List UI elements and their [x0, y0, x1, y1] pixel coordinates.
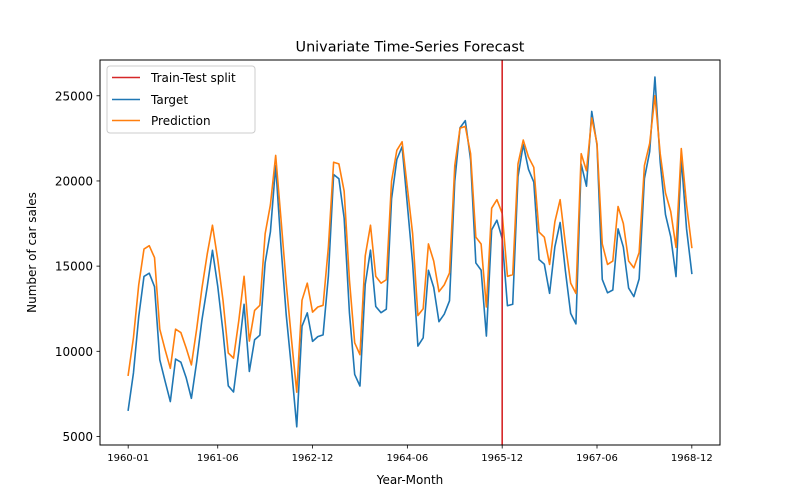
series-line-prediction: [127, 94, 693, 393]
legend-item-split: Train-Test split: [112, 71, 236, 85]
x-tick-label: 1964-06: [386, 453, 428, 464]
x-axis-label: Year-Month: [376, 473, 444, 487]
x-tick-label: 1960-01: [107, 453, 149, 464]
y-tick-label: 15000: [55, 260, 93, 274]
x-tick-label: 1965-12: [481, 453, 523, 464]
y-axis-label: Number of car sales: [25, 192, 39, 313]
legend-label-split: Train-Test split: [150, 71, 236, 85]
legend-box: [106, 65, 256, 134]
chart-title: Univariate Time-Series Forecast: [296, 40, 525, 56]
legend-label-prediction: Prediction: [151, 114, 211, 128]
y-tick-label: 20000: [55, 174, 93, 188]
legend: Train-Test split Target Prediction: [106, 65, 256, 134]
legend-label-target: Target: [150, 93, 188, 107]
y-tick-label: 25000: [55, 89, 93, 103]
y-axis-ticks: 5000 10000 15000 20000 25000: [55, 89, 100, 444]
legend-item-prediction: Prediction: [112, 114, 211, 128]
x-tick-label: 1968-12: [671, 453, 713, 464]
x-tick-label: 1962-12: [292, 453, 334, 464]
legend-item-target: Target: [112, 93, 188, 107]
x-tick-label: 1961-06: [197, 453, 239, 464]
x-axis-ticks: 1960-01 1961-06 1962-12 1964-06 1965-12 1967-…: [107, 445, 713, 464]
axes-frame: [99, 59, 721, 446]
series-group: [127, 76, 693, 428]
x-tick-label: 1967-06: [576, 453, 618, 464]
y-tick-label: 5000: [62, 430, 93, 444]
y-tick-label: 10000: [55, 345, 93, 359]
